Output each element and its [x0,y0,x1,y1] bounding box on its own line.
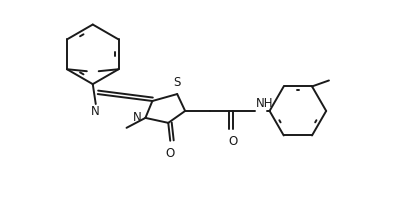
Text: S: S [173,76,181,89]
Text: N: N [133,111,141,124]
Text: N: N [91,104,100,117]
Text: O: O [166,146,175,159]
Text: O: O [228,134,237,147]
Text: NH: NH [256,96,273,109]
